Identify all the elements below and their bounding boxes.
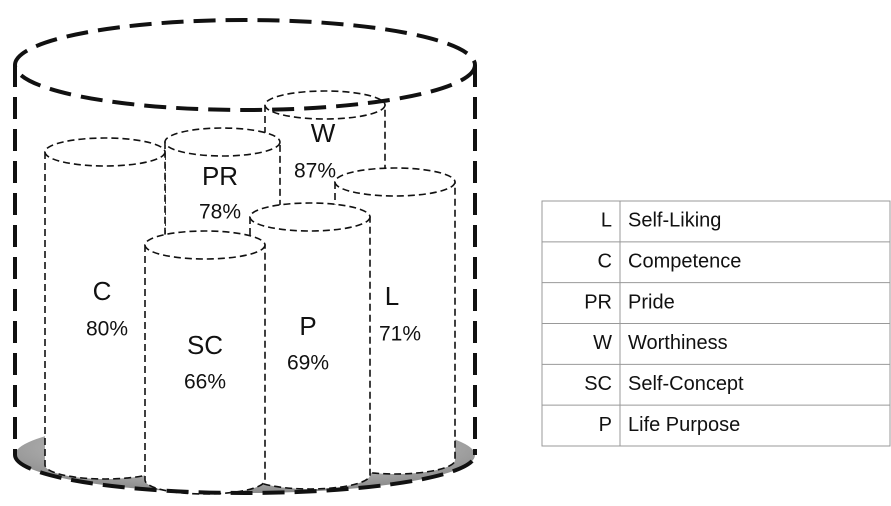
cylinder-value: 69% [287, 352, 329, 375]
legend-code: C [598, 251, 612, 273]
cylinder-label: SC [187, 330, 223, 360]
legend-name: Life Purpose [628, 414, 740, 436]
cylinder-top [144, 230, 266, 260]
legend-name: Self-Liking [628, 210, 721, 232]
cylinder-value: 80% [86, 318, 128, 341]
cylinder-label: PR [202, 161, 238, 191]
legend-name: Pride [628, 291, 675, 313]
cylinder-value: 66% [184, 371, 226, 394]
cylinder-value: 87% [294, 160, 336, 183]
legend-name: Self-Concept [628, 373, 744, 395]
cylinder-label: C [93, 276, 112, 306]
legend-name: Worthiness [628, 332, 728, 354]
cylinder-top [264, 90, 386, 120]
legend-code: L [601, 210, 612, 232]
cylinder-value: 71% [379, 323, 421, 346]
cylinder-top [249, 202, 371, 232]
cylinder-label: P [299, 311, 316, 341]
cylinder-top [44, 137, 166, 167]
cylinder-top [334, 167, 456, 197]
container-bottom [13, 454, 477, 495]
cylinder-label: L [385, 281, 399, 311]
cylinder-label: W [311, 118, 336, 148]
cylinder-body [144, 244, 266, 495]
legend-name: Competence [628, 251, 741, 273]
cylinders: W 87% PR 78% C 80% L 71% P 69% SC 66% [44, 90, 456, 495]
legend-code: P [599, 414, 612, 436]
legend-code: PR [584, 291, 612, 313]
cylinder-value: 78% [199, 201, 241, 224]
cylinder-top [164, 127, 281, 157]
legend-table: L Self-Liking C Competence PR Pride W Worthines… [541, 200, 891, 447]
container-top [13, 18, 477, 112]
legend-code: SC [584, 373, 612, 395]
legend-code: W [593, 332, 612, 354]
